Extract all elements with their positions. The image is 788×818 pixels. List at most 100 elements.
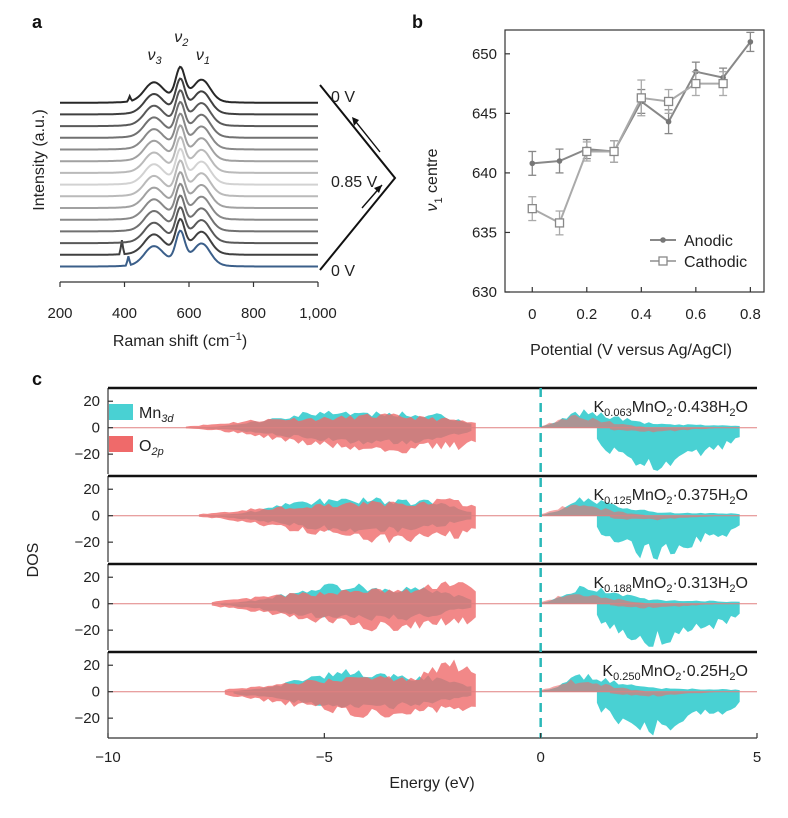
panel-c-dos: 20 0 −20 K0.063MnO2·0.438H2O 20 0 −20 K0.125MnO…	[25, 386, 761, 792]
o2p-dos-up	[211, 581, 476, 604]
dos-y-tick-label: −20	[75, 622, 100, 639]
o2p-dos-down	[198, 515, 476, 544]
b-x-tick-label: 0.8	[740, 306, 761, 323]
panel-b-v1-centre: 0 0.2 0.4 0.6 0.8 630 635 640 645 650 Potential (…	[424, 29, 765, 359]
b-x-tick-label: 0	[528, 306, 536, 323]
legend-cathodic-label: Cathodic	[684, 254, 747, 271]
raman-spectrum	[60, 112, 318, 151]
legend-o2p-label: O2p	[139, 438, 164, 458]
dos-subpanel: 20 0 −20 K0.250MnO2·0.25H2O	[75, 650, 757, 738]
dos-subpanel: 20 0 −20 K0.188MnO2·0.313H2O	[75, 562, 757, 650]
o2p-dos-conduction-up	[540, 504, 645, 516]
c-x-axis-label: Energy (eV)	[389, 775, 474, 792]
b-x-tick-label: 0.2	[576, 306, 597, 323]
raman-spectrum	[60, 124, 318, 163]
raman-spectrum	[60, 147, 318, 186]
legend-mn3d-label: Mn3d	[139, 405, 174, 425]
b-y-tick-label: 640	[472, 165, 497, 182]
data-point-anodic	[529, 160, 536, 167]
dos-y-tick-label: 0	[92, 508, 100, 525]
peak-labels: ν3 ν2 ν1	[148, 29, 211, 67]
b-ylabel-base: ν	[424, 204, 441, 212]
legend-o-name: O	[139, 438, 151, 455]
legend-mn-sub: 3d	[161, 413, 174, 425]
b-y-axis-label: ν1 centre	[424, 148, 445, 211]
c-x-ticks: −10 −5 0 5	[95, 733, 761, 766]
c-x-tick-label: 5	[753, 749, 761, 766]
a-x-tick-label: 400	[112, 305, 137, 322]
arrow-up-left	[355, 121, 381, 153]
b-y-tick-label: 645	[472, 105, 497, 122]
dos-y-tick-label: 20	[83, 481, 100, 498]
a-x-ticks: 200 400 600 800 1,000	[47, 282, 337, 322]
dos-y-tick-label: −20	[75, 710, 100, 727]
legend-mn-name: Mn	[139, 405, 161, 422]
raman-spectrum	[60, 170, 318, 209]
a-x-tick-label: 1,000	[299, 305, 337, 322]
raman-spectrum	[60, 65, 318, 104]
dos-y-tick-label: 0	[92, 684, 100, 701]
dos-plot-area	[108, 581, 757, 647]
dos-subpanel: 20 0 −20 K0.125MnO2·0.375H2O	[75, 474, 757, 562]
legend-mn3d-swatch	[109, 404, 133, 420]
data-point-cathodic	[663, 96, 674, 107]
o2p-dos-down	[224, 691, 476, 718]
b-ticks: 0 0.2 0.4 0.6 0.8 630 635 640 645 650	[472, 46, 761, 323]
o2p-dos-up	[198, 498, 476, 516]
b-x-axis-label: Potential (V versus Ag/AgCl)	[530, 342, 732, 359]
raman-spectra	[60, 65, 318, 268]
peak-label: ν1	[196, 47, 210, 67]
legend-anodic-marker	[660, 237, 666, 243]
raman-spectrum	[60, 159, 318, 198]
b-ylabel-sub: 1	[433, 197, 445, 203]
dos-y-tick-label: −20	[75, 446, 100, 463]
dos-plot-area	[108, 409, 757, 471]
raman-spectrum	[60, 135, 318, 174]
raman-spectrum	[60, 89, 318, 128]
arrow-head-2	[352, 117, 359, 126]
data-point-cathodic	[691, 78, 701, 89]
legend-cathodic-marker	[658, 256, 668, 266]
arrow-head-1	[374, 185, 382, 193]
b-ylabel-tail: centre	[424, 148, 441, 197]
a-x-axis-label: Raman shift (cm−1)	[113, 331, 247, 350]
o2p-dos-conduction-up	[540, 414, 645, 428]
b-x-tick-label: 0.4	[631, 306, 652, 323]
dos-y-tick-label: −20	[75, 534, 100, 551]
data-point-anodic	[556, 158, 563, 164]
mn3d-dos-conduction-down	[596, 603, 740, 647]
data-point-anodic	[665, 118, 672, 125]
mn3d-dos-conduction-down	[596, 515, 740, 560]
o2p-dos-down	[185, 427, 476, 454]
dos-plot-area	[108, 497, 757, 560]
dos-plot-area	[108, 659, 757, 736]
potential-label-top: 0 V	[331, 89, 355, 106]
legend-o-sub: 2p	[150, 446, 163, 458]
a-xlabel-main: Raman shift (cm	[113, 333, 229, 350]
c-legend: Mn3d O2p	[109, 404, 174, 458]
potential-label-mid: 0.85 V	[331, 174, 378, 191]
b-legend: Anodic Cathodic	[650, 233, 747, 271]
data-point-cathodic	[554, 218, 565, 228]
raman-spectrum	[60, 206, 318, 245]
legend-anodic-label: Anodic	[684, 233, 733, 250]
o2p-dos-conduction-up	[540, 594, 645, 604]
a-xlabel-sup: −1	[229, 331, 242, 343]
o2p-dos-conduction-down	[609, 515, 714, 521]
panel-a-raman: 200 400 600 800 1,000 Raman shift (cm−1) Int…	[31, 29, 397, 350]
raman-spectrum	[60, 77, 318, 116]
data-point-cathodic	[718, 78, 728, 89]
raman-spectrum	[60, 182, 318, 221]
panel-letter-c: c	[32, 369, 42, 389]
b-y-tick-label: 650	[472, 46, 497, 63]
dos-y-tick-label: 20	[83, 393, 100, 410]
mn3d-dos-conduction-down	[596, 691, 740, 736]
panel-letter-a: a	[32, 12, 43, 32]
composition-label: K0.188MnO2·0.313H2O	[594, 575, 749, 595]
a-y-axis-label: Intensity (a.u.)	[31, 109, 48, 210]
data-point-cathodic	[527, 203, 537, 214]
o2p-dos-conduction-down	[609, 691, 714, 697]
b-plot-frame	[504, 29, 765, 293]
a-x-tick-label: 600	[176, 305, 201, 322]
